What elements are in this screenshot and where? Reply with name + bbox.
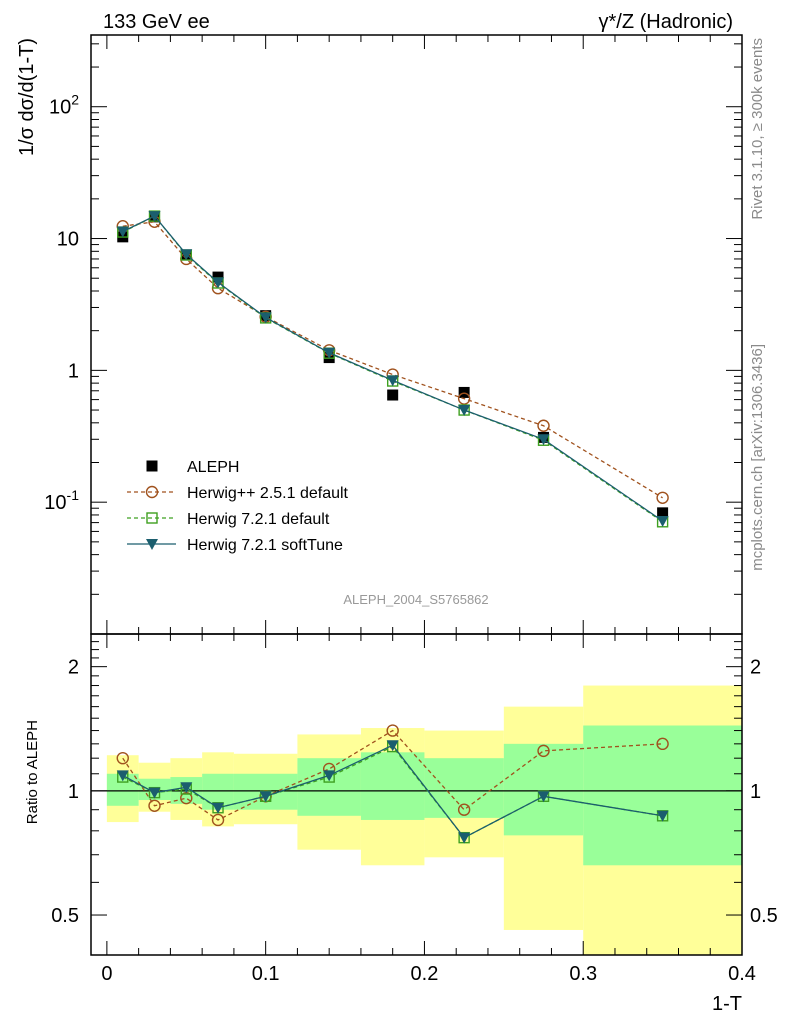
legend-label: ALEPH (187, 459, 239, 476)
main-series-line (122, 221, 663, 499)
main-data-point (657, 507, 669, 519)
ratio-data-point (656, 810, 669, 822)
x-tick-label: 0.4 (728, 963, 756, 985)
main-data-point (212, 277, 225, 289)
ratio-data-point (212, 802, 225, 814)
main-data-point (458, 386, 470, 398)
main-data-point (386, 375, 399, 387)
ratio-data-point (116, 770, 129, 782)
rivet-label: Rivet 3.1.10, ≥ 300k events (749, 38, 766, 220)
main-data-point (148, 211, 161, 223)
ratio-data-point (259, 791, 272, 803)
ratio-data-point (148, 787, 161, 799)
green-band-bin (583, 725, 742, 866)
x-tick-label: 0.2 (411, 963, 439, 985)
ratio-data-point (386, 740, 399, 752)
ratio-data-point (386, 724, 399, 737)
main-series-line (122, 215, 663, 522)
ratio-data-point (656, 737, 669, 751)
legend-entry: Herwig++ 2.5.1 default (127, 485, 349, 502)
y-tick-label-main: 10-1 (44, 487, 79, 514)
ratio-series-2 (116, 740, 669, 844)
y-tick-label-ratio: 2 (68, 657, 79, 679)
green-band-bin (297, 758, 361, 816)
x-tick-label: 0.1 (252, 963, 280, 985)
y-tick-label-main: 1 (68, 360, 79, 382)
ratio-data-point (211, 813, 225, 827)
ratio-y-axis-label: Ratio to ALEPH (24, 720, 41, 824)
legend-marker (146, 460, 158, 472)
green-band-bin (424, 758, 504, 818)
x-tick-label: 0 (101, 963, 112, 985)
legend: ALEPH Herwig++ 2.5.1 default Herwig 7.2.1 … (127, 459, 349, 554)
x-tick-label: 0.3 (569, 963, 597, 985)
ratio-data-point (148, 799, 161, 812)
main-data-point (656, 491, 669, 504)
main-data-point (259, 312, 272, 324)
data-series (116, 210, 669, 844)
main-data-point (458, 405, 471, 417)
main-data-point (387, 389, 399, 401)
axis-ticks: 0 0.1 0.2 0.3 0.4 10-1 1 10 102 0.5 0.5 1 1 2 2 (44, 35, 778, 985)
ratio-data-point (116, 751, 129, 765)
y-tick-label-ratio-right: 0.5 (750, 905, 778, 927)
main-data-point (323, 347, 336, 359)
main-data-point (212, 271, 224, 283)
y-tick-label-ratio-right: 1 (750, 781, 761, 803)
legend-label: Herwig 7.2.1 softTune (187, 537, 343, 554)
y-tick-label-main: 102 (49, 92, 79, 119)
y-tick-label-ratio: 0.5 (51, 905, 79, 927)
legend-entry: Herwig 7.2.1 default (127, 511, 330, 528)
main-data-point (537, 419, 550, 432)
green-band-bin (360, 752, 425, 820)
main-data-point (116, 226, 129, 238)
ratio-data-point (458, 832, 471, 844)
legend-marker (145, 485, 159, 499)
legend-entry: Herwig 7.2.1 softTune (127, 537, 343, 554)
main-data-point (457, 392, 471, 405)
main-data-point (180, 249, 193, 261)
ratio-data-point (457, 803, 471, 816)
main-y-axis-label: 1/σ dσ/d(1-T) (16, 38, 38, 156)
ratio-series-line (122, 729, 663, 821)
legend-label: Herwig 7.2.1 default (187, 511, 330, 528)
mcplots-label: mcplots.cern.ch [arXiv:1306.3436] (749, 344, 766, 571)
ratio-data-point (537, 744, 550, 758)
y-tick-label-ratio: 1 (68, 781, 79, 803)
main-data-point (537, 434, 550, 446)
ratio-data-point (180, 782, 193, 794)
x-axis-label: 1-T (712, 993, 742, 1015)
plot-frames (90, 34, 743, 956)
ratio-plot-frame (90, 633, 743, 956)
main-series-3 (116, 211, 669, 527)
legend-marker (146, 539, 158, 550)
ratio-series-line (122, 744, 663, 839)
y-tick-label-ratio-right: 2 (750, 657, 761, 679)
legend-entry: ALEPH (146, 459, 239, 476)
title-left: 133 GeV ee (103, 11, 210, 33)
y-tick-label-main: 10 (57, 229, 79, 251)
legend-label: Herwig++ 2.5.1 default (187, 485, 349, 502)
ratio-data-point (323, 770, 336, 782)
legend-marker (146, 512, 158, 524)
main-data-point (656, 515, 669, 527)
ratio-data-point (537, 791, 550, 803)
watermark-label: ALEPH_2004_S5765862 (343, 592, 488, 607)
uncertainty-bands (91, 685, 742, 955)
title-right: γ*/Z (Hadronic) (599, 11, 733, 33)
green-band-bin (503, 743, 584, 836)
